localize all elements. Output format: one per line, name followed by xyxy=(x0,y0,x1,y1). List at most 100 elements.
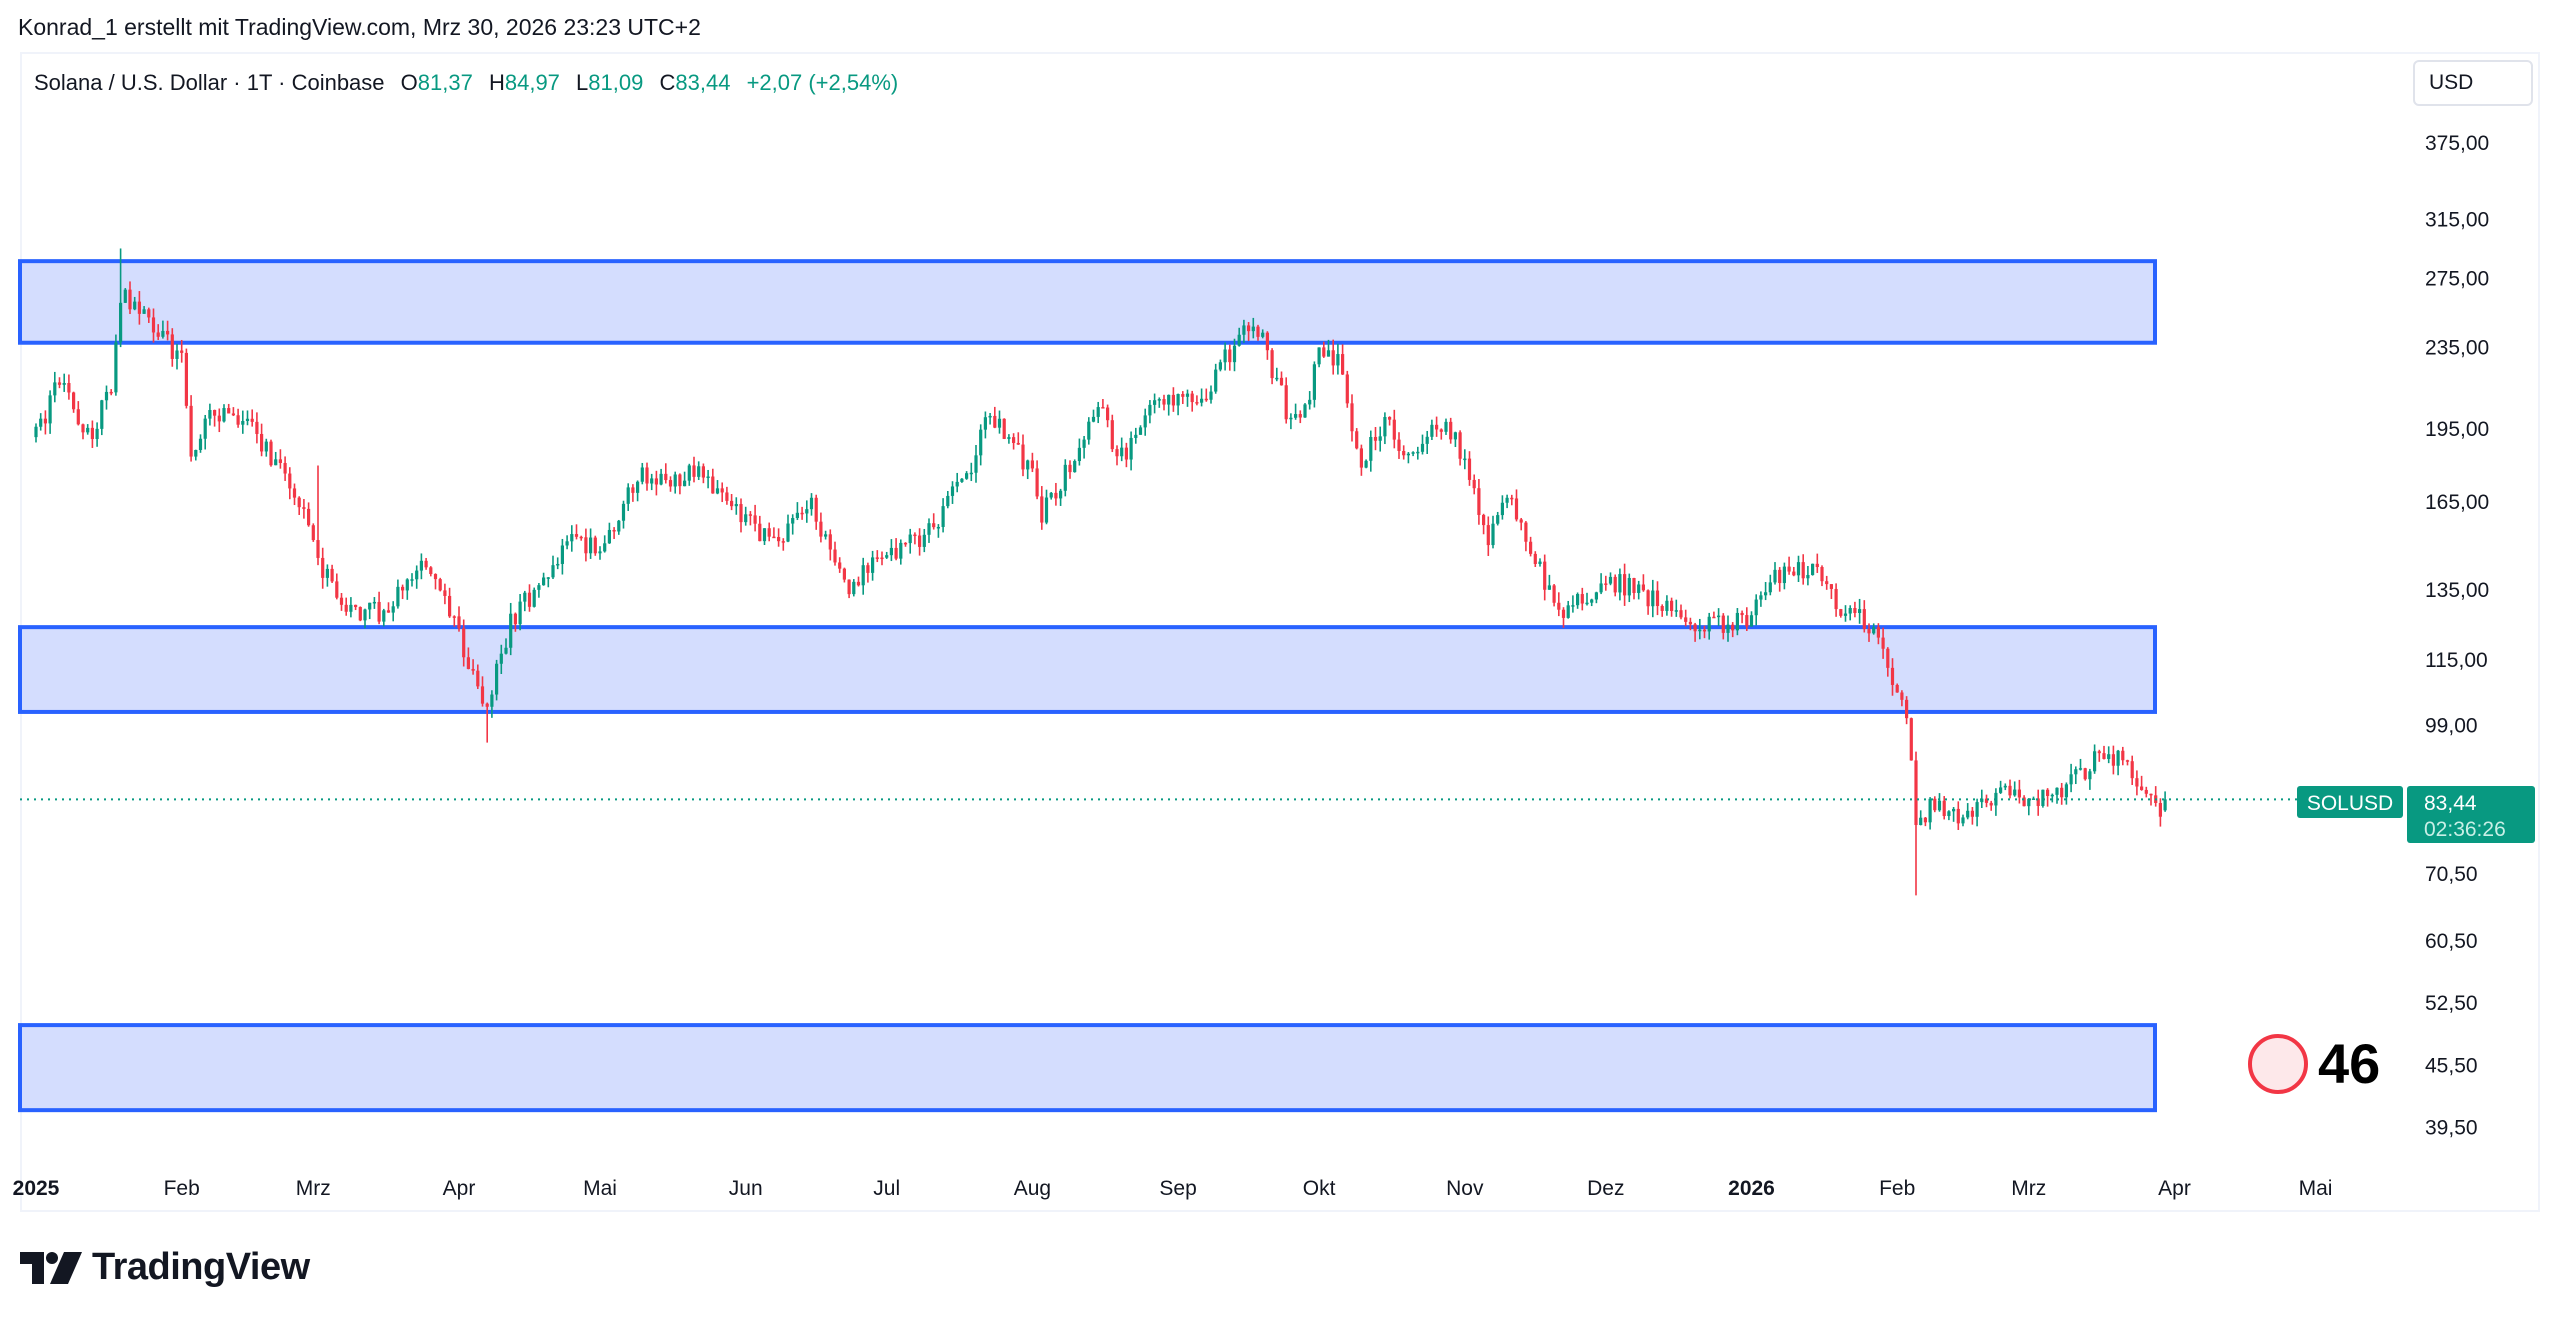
candle-body xyxy=(1012,437,1016,443)
candle xyxy=(1477,478,1481,525)
candle xyxy=(1068,460,1072,479)
upper-resistance-zone[interactable] xyxy=(18,259,2157,345)
candle-body xyxy=(166,330,170,335)
candle xyxy=(1505,494,1509,509)
candle xyxy=(1914,751,1918,896)
candle-body xyxy=(67,383,71,393)
tradingview-logo[interactable]: TradingView xyxy=(20,1246,310,1289)
candle-body xyxy=(1702,629,1707,632)
candle xyxy=(1411,451,1415,457)
candle xyxy=(1232,338,1237,372)
middle-zone[interactable] xyxy=(18,625,2157,714)
candle xyxy=(2102,745,2106,760)
candle xyxy=(415,565,419,589)
candle xyxy=(288,467,292,500)
price-axis[interactable]: 375,00 315,00 275,00 235,00 195,00 165,00 135,… xyxy=(2425,132,2489,1139)
candle xyxy=(1547,574,1551,590)
candle-body xyxy=(2027,798,2031,807)
candle xyxy=(1806,565,1810,586)
candle xyxy=(325,564,329,587)
candle-body xyxy=(1829,584,1833,589)
symbol-name[interactable]: Solana / U.S. Dollar · 1T · Coinbase xyxy=(34,70,385,95)
candle-body xyxy=(1153,400,1157,405)
candle-body xyxy=(518,601,522,625)
candle xyxy=(217,408,221,433)
candle-body xyxy=(1148,404,1152,416)
candle-body xyxy=(1717,615,1721,618)
candle xyxy=(184,348,188,409)
time-tick-label: Nov xyxy=(1446,1177,1484,1200)
candle xyxy=(1778,567,1782,592)
candle xyxy=(147,307,151,323)
candle-body xyxy=(1228,349,1232,363)
candle-body xyxy=(274,459,278,466)
candle-body xyxy=(194,449,198,457)
lower-support-zone[interactable] xyxy=(18,1023,2157,1113)
candle xyxy=(1373,427,1378,451)
candle-body xyxy=(861,565,865,586)
candle xyxy=(720,482,724,503)
candle-body xyxy=(419,560,423,571)
candle xyxy=(1557,592,1561,617)
candle-body xyxy=(1279,377,1284,386)
candle xyxy=(386,602,391,613)
candle-body xyxy=(795,512,799,519)
candle xyxy=(2144,786,2148,798)
candle-body xyxy=(988,415,992,418)
candle xyxy=(1472,474,1476,495)
candle xyxy=(1604,575,1608,591)
candle-body xyxy=(903,542,908,545)
currency-button[interactable]: USD xyxy=(2413,60,2533,106)
candle-body xyxy=(349,604,353,612)
candle xyxy=(645,462,649,491)
candle xyxy=(2069,763,2073,793)
candle-body xyxy=(2121,750,2125,761)
candle xyxy=(95,422,99,447)
candle xyxy=(1308,391,1312,410)
candle xyxy=(1519,517,1523,531)
candle xyxy=(1148,400,1152,424)
candle xyxy=(1247,322,1251,342)
candle-body xyxy=(668,480,673,487)
candle xyxy=(2154,786,2158,807)
candle-body xyxy=(1345,374,1349,404)
time-axis[interactable]: 2025 Feb Mrz Apr Mai Jun Jul Aug Sep Okt Nov Dez 202… xyxy=(13,1177,2333,1200)
candle xyxy=(612,527,616,539)
candle-body xyxy=(2013,789,2017,796)
candle xyxy=(734,497,738,515)
candle-body xyxy=(579,536,583,539)
candle-body xyxy=(1956,808,1960,824)
candle-body xyxy=(537,585,541,590)
candle xyxy=(636,480,640,502)
candle-body xyxy=(889,547,893,556)
candle xyxy=(86,424,90,435)
candle xyxy=(805,500,809,523)
candle xyxy=(1463,449,1467,470)
time-tick-label: 2025 xyxy=(13,1177,60,1200)
candle xyxy=(401,584,405,600)
candle-body xyxy=(1261,332,1265,337)
candle-body xyxy=(213,410,217,416)
candle xyxy=(960,478,964,483)
candle xyxy=(513,612,517,632)
candle xyxy=(405,578,409,600)
high-value: 84,97 xyxy=(504,70,560,95)
candle-body xyxy=(1040,496,1044,523)
candle-body xyxy=(297,497,301,508)
candle-body xyxy=(208,410,212,419)
candle-body xyxy=(1510,497,1514,500)
candle-body xyxy=(2088,771,2092,780)
candle-body xyxy=(76,409,80,425)
candle xyxy=(1106,404,1110,428)
candle-body xyxy=(1778,569,1782,584)
candle-body xyxy=(523,592,527,602)
annotation-46[interactable]: 46 xyxy=(2248,1032,2380,1095)
candle xyxy=(988,412,992,425)
candle xyxy=(1289,413,1293,430)
candle-body xyxy=(1364,460,1368,468)
candle xyxy=(236,408,240,428)
candle-body xyxy=(2055,787,2059,795)
candle-body xyxy=(1599,583,1603,593)
candle-body xyxy=(819,521,823,537)
